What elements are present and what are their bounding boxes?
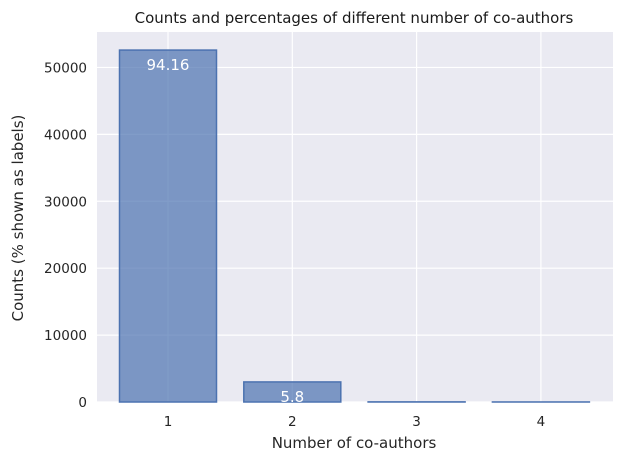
bar-label-1: 94.16 bbox=[147, 56, 190, 74]
y-tick-labels: 0 10000 20000 30000 40000 50000 bbox=[44, 60, 87, 411]
x-tick-label: 1 bbox=[164, 414, 173, 430]
x-tick-labels: 1 2 3 4 bbox=[164, 414, 545, 430]
chart-title: Counts and percentages of different numb… bbox=[135, 9, 574, 27]
y-tick-label: 40000 bbox=[44, 127, 87, 143]
x-axis-label: Number of co-authors bbox=[272, 434, 437, 452]
bar-1 bbox=[118, 49, 218, 403]
bar-label-2: 5.8 bbox=[280, 388, 304, 406]
y-tick-label: 0 bbox=[78, 395, 87, 411]
y-tick-label: 50000 bbox=[44, 60, 87, 76]
x-tick-label: 2 bbox=[288, 414, 297, 430]
y-tick-label: 20000 bbox=[44, 261, 87, 277]
bar-labels: 94.16 5.8 bbox=[147, 56, 305, 406]
y-tick-label: 10000 bbox=[44, 328, 87, 344]
x-tick-label: 3 bbox=[412, 414, 421, 430]
bars bbox=[118, 49, 591, 403]
y-axis-label: Counts (% shown as labels) bbox=[9, 115, 27, 322]
x-tick-label: 4 bbox=[537, 414, 546, 430]
y-tick-label: 30000 bbox=[44, 194, 87, 210]
bar-2 bbox=[243, 381, 342, 403]
